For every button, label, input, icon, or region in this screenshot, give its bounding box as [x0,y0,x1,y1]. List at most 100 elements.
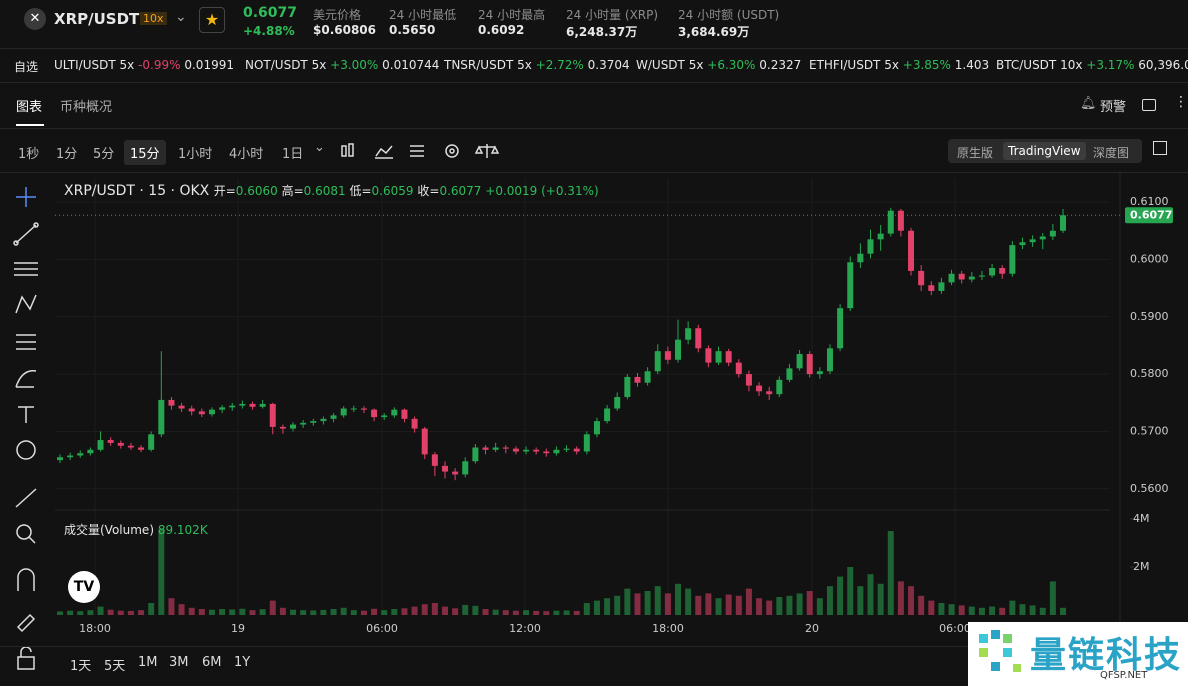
last-price-label: 0.6077 [1130,208,1172,221]
candle-body [452,471,459,475]
candle-body [826,348,833,372]
interval[interactable]: 4小时 [229,147,264,162]
volume-bar [1009,600,1016,615]
volume-bar [1039,607,1046,615]
ticker-item[interactable]: TNSR/USDT 5x +2.72% 0.3704 [444,58,630,72]
volume-bar [887,531,894,615]
pair[interactable]: XRP/USDT [54,10,140,28]
alert[interactable]: 预警 [1100,100,1127,115]
ticker-item[interactable]: BTC/USDT 10x +3.17% 60,396.0 [996,58,1188,72]
interval[interactable]: 15分 [124,140,166,165]
interval[interactable]: 1小时 [178,147,213,162]
volume-bar [867,574,874,615]
volume-bar [1029,605,1036,615]
candle-body [502,447,509,449]
tab[interactable]: 图表 [16,100,43,115]
candle-body [320,418,327,422]
volume-bar [391,609,398,615]
view[interactable]: TradingView [1003,142,1086,160]
layout-icon[interactable] [1142,99,1156,111]
volume-bar [563,610,570,615]
ticker-pair: BTC/USDT 10x [996,58,1083,72]
ohlc-label: 低= [349,184,372,198]
dropdown[interactable]: ⌄ [175,9,187,25]
volume-bar [1019,604,1026,615]
candle-body [148,434,155,450]
x-tick-label: 18:00 [79,622,111,635]
more[interactable]: ⋮ [1174,94,1188,110]
volume-bar [978,607,985,615]
candle-body [300,422,307,425]
candle-body [624,376,631,398]
volume-bar [776,597,783,615]
tab[interactable]: 币种概况 [60,100,113,115]
volume-bar [715,598,722,615]
volume-bar [685,588,692,615]
range[interactable]: 1Y [234,655,251,670]
favorite[interactable]: ★ [199,7,225,33]
range[interactable]: 6M [202,655,222,670]
candle-body [614,397,621,409]
range[interactable]: 3M [169,655,189,670]
volume-bar [786,595,793,615]
tradingview-logo[interactable]: TV [68,571,100,603]
ticker-item[interactable]: ULTI/USDT 5x -0.99% 0.01991 [54,58,234,72]
interval[interactable]: 1秒 [18,147,40,162]
candle-body [796,354,803,369]
compare[interactable] [474,144,500,158]
volume-bar [735,595,742,615]
candle-body [381,415,388,418]
fullscreen[interactable] [1153,141,1167,155]
volume-bar [208,609,215,615]
candle-body [978,275,985,277]
y-tick-label: 0.5900 [1130,310,1169,323]
interval-more[interactable]: ⌄ [314,140,325,155]
watchlist[interactable]: 自选 [14,60,39,74]
x-tick-label: 19 [231,622,245,635]
interval[interactable]: 1分 [56,147,78,162]
candle-type[interactable] [341,143,354,157]
range[interactable]: 1天 [70,659,92,674]
range[interactable]: 1M [138,655,158,670]
candle-body [958,273,965,280]
candle-body [117,442,124,446]
volume-bar [219,609,226,615]
candle-body [77,453,84,456]
ticker-item[interactable]: W/USDT 5x +6.30% 0.2327 [636,58,801,72]
candle-body [553,449,560,454]
volume-bar [502,610,509,615]
settings-lines[interactable] [410,145,424,157]
candle-body [847,262,854,309]
interval[interactable]: 1日 [282,147,304,162]
candle-body [350,408,357,410]
drawing-tools [13,187,39,670]
candle-body [259,403,266,407]
view[interactable]: 原生版 [957,146,994,160]
view[interactable]: 深度图 [1093,146,1130,160]
ticker-price: 0.3704 [587,58,630,72]
alert-icon[interactable]: 🔔︎ [1080,96,1097,111]
indicator[interactable] [375,145,393,159]
volume-bar [1060,607,1066,615]
range[interactable]: 5天 [104,659,126,674]
volume-bar [533,610,540,615]
ticker-change: +6.30% [707,58,756,72]
stat-label: 24 小时量 (XRP) [566,8,659,22]
volume-bar [705,593,712,615]
volume-bar [766,600,773,615]
interval[interactable]: 5分 [93,147,115,162]
volume-bar [269,600,276,615]
volume-bar [654,586,661,615]
candle-body [441,465,448,472]
candle-body [644,371,651,383]
volume-bar [239,608,246,615]
stat-label: 24 小时最低 [389,8,457,22]
candle-body [695,328,702,349]
candle-body [735,362,742,375]
ticker-item[interactable]: NOT/USDT 5x +3.00% 0.010744 [245,58,439,72]
candle-body [208,409,215,415]
ticker-item[interactable]: ETHFI/USDT 5x +3.85% 1.403 [809,58,989,72]
settings[interactable] [445,144,459,158]
volume-bar [158,528,165,615]
